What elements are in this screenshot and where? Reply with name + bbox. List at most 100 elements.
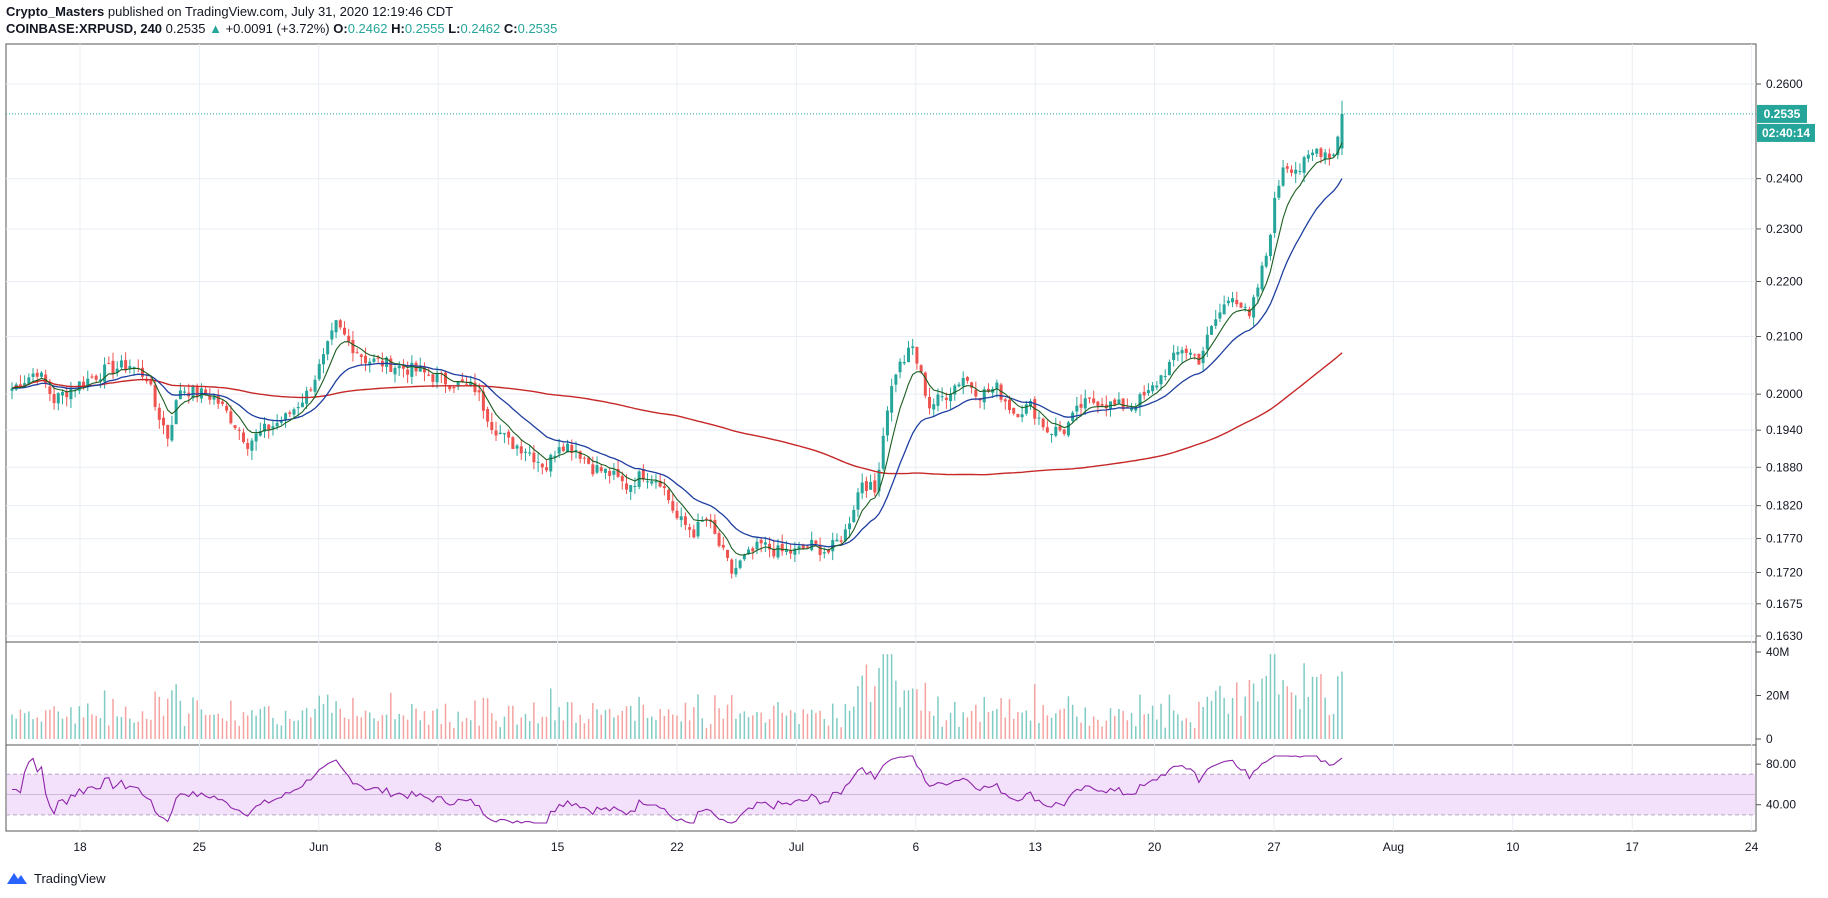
candle-body [212, 395, 216, 400]
ohlc-legend: COINBASE:XRPUSD, 240 0.2535 ▲ +0.0091 (+… [6, 21, 557, 37]
candle-body [1012, 407, 1016, 414]
y-tick-label: 0.1720 [1766, 565, 1803, 579]
candle-body [1045, 427, 1049, 433]
candle-body [1176, 351, 1180, 355]
candle-body [970, 382, 974, 388]
candle-body [448, 386, 452, 390]
candle-body [31, 373, 35, 377]
candle-body [545, 467, 549, 471]
candle-body [103, 364, 107, 382]
candle-body [1205, 334, 1209, 350]
candle-body [759, 539, 763, 544]
x-tick-label: 17 [1626, 840, 1640, 854]
candle-body [1268, 234, 1272, 257]
candle-body [1235, 299, 1239, 305]
y-tick-label: 0.2300 [1766, 222, 1803, 236]
x-tick-label: 24 [1745, 840, 1759, 854]
candle-body [1024, 404, 1028, 414]
candle-body [132, 367, 136, 369]
x-tick-label: Aug [1383, 840, 1404, 854]
candle-body [629, 485, 633, 492]
low-label: L: [448, 21, 461, 36]
candle-body [595, 465, 599, 473]
candle-body [881, 435, 885, 469]
candle-body [827, 549, 831, 553]
candle-body [237, 429, 241, 431]
candle-body [162, 417, 166, 426]
tradingview-logo-icon [7, 873, 27, 884]
candle-body [418, 366, 422, 372]
candle-body [128, 366, 132, 369]
candle-body [818, 544, 822, 556]
candle-body [721, 544, 725, 548]
candle-body [1079, 403, 1083, 408]
candle-body [52, 394, 56, 404]
candle-body [347, 335, 351, 342]
candle-body [220, 401, 224, 404]
candle-body [157, 407, 161, 420]
candle-body [679, 516, 683, 521]
candle-body [1029, 401, 1033, 406]
y-tick-label: 0.1675 [1766, 597, 1803, 611]
candle-body [1277, 185, 1281, 198]
candle-body [532, 452, 536, 463]
candle-body [1315, 148, 1319, 154]
x-tick-label: 10 [1506, 840, 1520, 854]
candle-body [1184, 348, 1188, 353]
candle-body [936, 394, 940, 406]
candle-body [717, 533, 721, 546]
candle-body [1167, 362, 1171, 376]
candle-body [814, 540, 818, 544]
candle-body [1146, 390, 1150, 394]
y-tick-label: 0.1820 [1766, 499, 1803, 513]
candle-body [683, 516, 687, 525]
x-tick-label: 27 [1267, 840, 1281, 854]
candle-body [515, 445, 519, 449]
candle-body [507, 431, 511, 438]
candle-body [153, 384, 157, 407]
candle-body [919, 365, 923, 372]
candle-body [557, 447, 561, 454]
author-name[interactable]: Crypto_Masters [6, 4, 105, 19]
candle-body [848, 523, 852, 530]
candle-body [616, 468, 620, 477]
close-label: C: [503, 21, 518, 36]
candle-body [149, 380, 153, 385]
candle-body [1172, 352, 1176, 361]
candle-body [784, 549, 788, 552]
candle-body [763, 542, 767, 545]
candle-body [957, 384, 961, 387]
footer-brand[interactable]: TradingView [6, 870, 106, 886]
candle-body [473, 382, 477, 393]
candle-body [241, 432, 245, 443]
candle-body [1332, 154, 1336, 156]
candle-body [671, 501, 675, 511]
candle-body [208, 395, 212, 400]
candle-body [204, 389, 208, 396]
candle-body [911, 346, 915, 349]
chart-frame [5, 43, 1757, 832]
candle-body [271, 426, 275, 429]
candle-body [877, 469, 881, 492]
candle-body [536, 461, 540, 463]
candle-body [667, 489, 671, 501]
candle-body [856, 492, 860, 510]
candle-body [776, 545, 780, 558]
candle-body [1226, 300, 1230, 304]
candle-body [755, 541, 759, 550]
candle-body [27, 377, 31, 385]
candle-body [1260, 265, 1264, 290]
candle-body [692, 529, 696, 538]
candle-body [1121, 398, 1125, 410]
candle-body [170, 424, 174, 441]
candle-body [465, 383, 469, 385]
change-value: +0.0091 (+3.72%) [225, 21, 330, 36]
candle-body [1289, 169, 1293, 173]
candle-body [608, 470, 612, 476]
candle-body [431, 374, 435, 382]
candle-body [768, 543, 772, 550]
candle-body [435, 373, 439, 383]
candle-body [949, 394, 953, 402]
candle-body [902, 361, 906, 364]
